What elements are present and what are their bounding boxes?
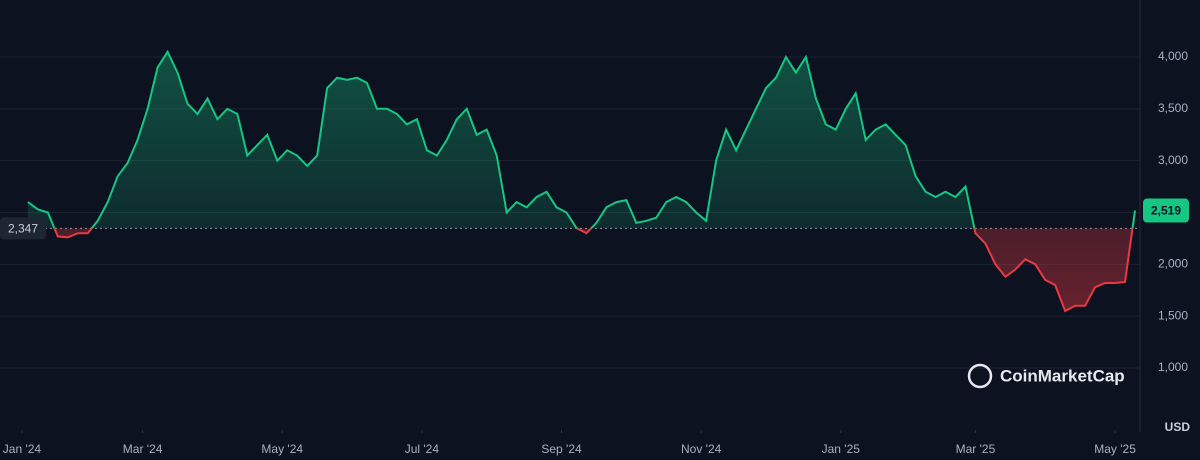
x-tick-label: Mar '24 bbox=[123, 442, 163, 456]
line-above bbox=[27, 49, 1136, 229]
x-tick-label: Jan '24 bbox=[3, 442, 42, 456]
watermark-text: CoinMarketCap bbox=[1000, 366, 1125, 385]
x-tick-label: Jul '24 bbox=[405, 442, 440, 456]
y-tick-label: 1,000 bbox=[1158, 360, 1188, 374]
price-label: 2,519 bbox=[1151, 204, 1181, 218]
logo bbox=[967, 363, 993, 389]
y-tick-label: 3,500 bbox=[1158, 101, 1188, 115]
x-tick-label: Sep '24 bbox=[541, 442, 582, 456]
area-above bbox=[27, 51, 1135, 229]
line-below bbox=[53, 228, 1134, 313]
price-badge bbox=[1143, 198, 1189, 223]
x-tick-label: May '24 bbox=[261, 442, 303, 456]
x-tick-label: May '25 bbox=[1094, 442, 1136, 456]
x-tick-label: Nov '24 bbox=[681, 442, 722, 456]
y-tick-label: 1,500 bbox=[1158, 308, 1188, 322]
area-below bbox=[27, 228, 1135, 311]
y-tick-label: 3,000 bbox=[1158, 153, 1188, 167]
x-tick-label: Jan '25 bbox=[822, 442, 861, 456]
reference-label: 2,347 bbox=[8, 222, 38, 236]
x-tick-label: Mar '25 bbox=[956, 442, 996, 456]
y-tick-label: 4,000 bbox=[1158, 49, 1188, 63]
reference-badge bbox=[0, 217, 46, 240]
y-tick-label: 2,000 bbox=[1158, 257, 1188, 271]
watermark: CoinMarketCap bbox=[967, 363, 1125, 389]
y-unit: USD bbox=[1165, 420, 1191, 434]
